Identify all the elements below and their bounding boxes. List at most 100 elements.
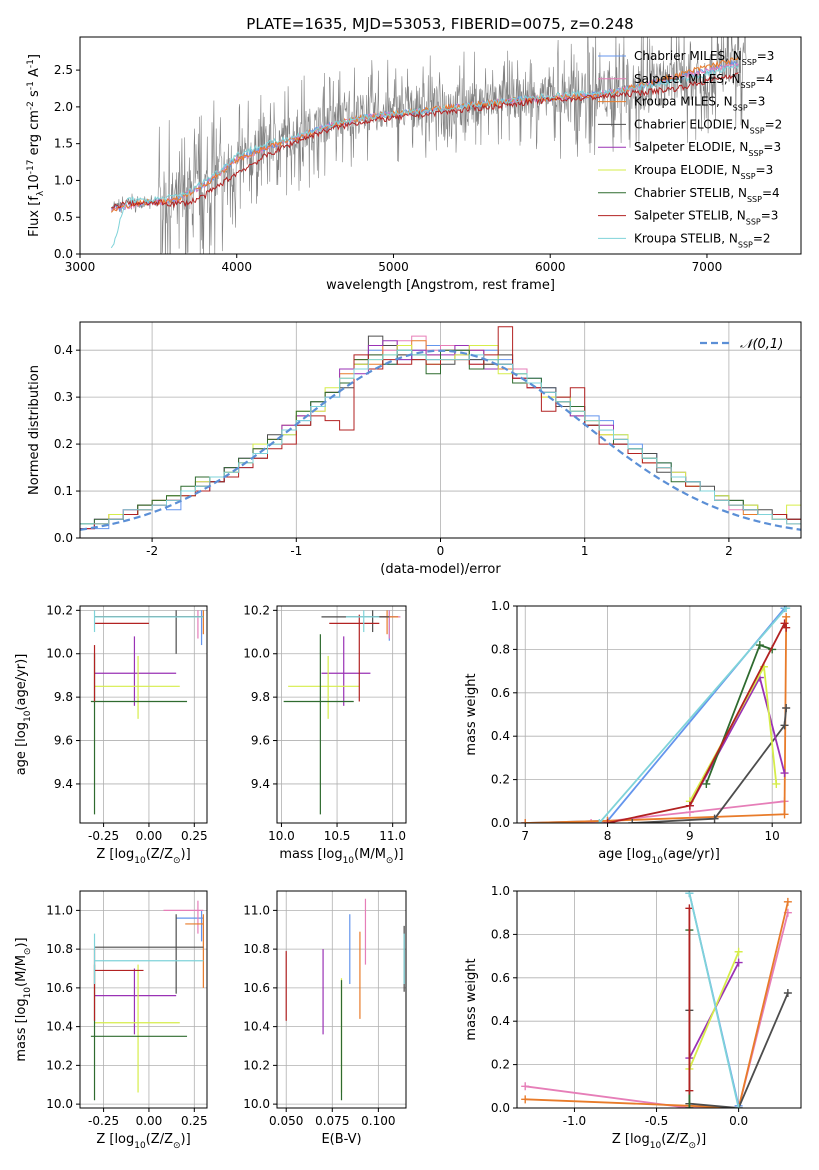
model-series-line: [110, 64, 739, 249]
x-tick-label: 0.25: [181, 1114, 208, 1128]
panel-0: 3000 4000 5000 6000 7000 0.0 0.5 1.0 1.5 2.0 2.5 wa…: [26, 36, 802, 293]
axes-frame: [79, 36, 802, 255]
y-tick-label: 10.0: [243, 647, 270, 661]
data-point-marker: [685, 891, 694, 898]
data-point-marker: [628, 819, 637, 823]
y-tick-label: 0.4: [491, 1014, 510, 1028]
x-tick-label: 6000: [535, 260, 566, 274]
mass-weight-line: [632, 707, 788, 823]
y-tick-label: 10.0: [46, 1097, 73, 1111]
y-tick-label: 0.6: [491, 686, 510, 700]
y-tick-label: 10.2: [243, 1058, 270, 1072]
data-point-marker: [783, 988, 792, 997]
legend-label: Kroupa STELIB, NSSP=2: [634, 231, 771, 249]
data-point-marker: [734, 958, 743, 967]
data-point-marker: [595, 819, 604, 823]
x-axis-label: Z [log10(Z/Z⊙)]: [96, 847, 190, 866]
x-axis-label: E(B-V): [321, 1132, 361, 1147]
legend: Chabrier MILES, NSSP=3 Salpeter MILES, NS…: [598, 49, 782, 249]
y-tick-label: 10.2: [46, 1058, 73, 1072]
y-tick-label: 0.0: [491, 1101, 510, 1115]
x-axis-label: mass [log10(M/M⊙)]: [279, 847, 403, 866]
x-tick-label: 8: [604, 829, 612, 843]
model-series-line: [111, 72, 739, 209]
y-tick-label: 0.2: [491, 1058, 510, 1072]
data-point-marker: [772, 779, 781, 788]
x-tick-label: -1: [290, 544, 302, 558]
gaussian-curve: [80, 349, 801, 531]
plot-area: [80, 326, 801, 538]
x-tick-label: 10: [765, 829, 780, 843]
y-tick-label: 1.0: [491, 884, 510, 898]
y-tick-label: 9.4: [54, 777, 73, 791]
y-tick-label: 0.2: [491, 773, 510, 787]
data-point-marker: [782, 703, 791, 712]
y-tick-label: 0.8: [491, 642, 510, 656]
data-point-marker: [521, 1095, 530, 1104]
y-tick-label: 0.6: [491, 971, 510, 985]
y-tick-label: 10.4: [243, 1020, 270, 1034]
axes-frame: [79, 605, 208, 824]
x-tick-label: 2: [725, 544, 733, 558]
y-tick-label: 10.2: [243, 603, 270, 617]
data-point-marker: [734, 947, 743, 956]
legend-label: Salpeter STELIB, NSSP=3: [634, 209, 778, 227]
x-tick-label: -0.25: [88, 829, 119, 843]
y-axis-label: mass weight: [464, 673, 479, 755]
y-axis-label: age [log10(age/yr)]: [14, 654, 33, 776]
panel-6: 0.050 0.075 0.100 10.0 10.2 10.4 10.6 10.8 11.0 E…: [243, 890, 407, 1147]
plot-area: [285, 898, 405, 1101]
x-tick-label: 1: [581, 544, 589, 558]
y-tick-label: 9.8: [251, 690, 270, 704]
data-point-marker: [780, 810, 789, 819]
plot-area: [283, 610, 401, 815]
data-point-marker: [587, 819, 596, 823]
y-axis-label: mass [log10(M/M⊙)]: [14, 937, 33, 1061]
mass-weight-line: [607, 621, 788, 823]
panel-4: 7 8 9 10 0.0 0.2 0.4 0.6 0.8 1.0 age [log10(age/yr…: [464, 599, 802, 866]
y-tick-label: 10.6: [46, 981, 73, 995]
x-tick-label: 0.25: [181, 829, 208, 843]
axes-frame: [276, 605, 407, 824]
legend-label: Salpeter ELODIE, NSSP=3: [634, 140, 781, 158]
x-tick-label: 11.0: [379, 829, 406, 843]
y-tick-label: 0.8: [491, 927, 510, 941]
y-tick-label: 1.0: [491, 599, 510, 613]
x-tick-label: 7000: [692, 260, 723, 274]
data-point-marker: [780, 721, 789, 730]
x-tick-label: 0.0: [729, 1114, 748, 1128]
y-tick-label: 0.5: [54, 210, 73, 224]
y-tick-label: 11.0: [46, 903, 73, 917]
x-tick-label: -0.5: [645, 1114, 668, 1128]
x-axis-label: (data-model)/error: [380, 562, 501, 577]
plot-area: [521, 891, 792, 1108]
y-tick-label: 2.5: [54, 63, 73, 77]
x-axis-label: Z [log10(Z/Z⊙)]: [612, 1132, 706, 1151]
plot-area: [90, 610, 204, 815]
data-point-marker: [782, 623, 791, 632]
legend-label: Chabrier STELIB, NSSP=4: [634, 186, 780, 204]
mass-weight-line: [688, 951, 740, 1070]
x-tick-label: -1.0: [563, 1114, 586, 1128]
y-tick-label: 10.2: [46, 603, 73, 617]
legend-label: Kroupa ELODIE, NSSP=3: [634, 163, 773, 181]
y-tick-label: 0.0: [491, 816, 510, 830]
y-tick-label: 0.1: [54, 484, 73, 498]
y-tick-label: 0.4: [491, 729, 510, 743]
panel-3: 10.0 10.5 11.0 9.4 9.6 9.8 10.0 10.2 mass [log10…: [243, 603, 407, 866]
y-tick-label: 9.6: [54, 734, 73, 748]
panel-1: -2 -1 0 1 2 0.0 0.1 0.2 0.3 0.4 (data-model)/error…: [27, 321, 802, 577]
mass-weight-line: [525, 901, 789, 1108]
data-point-marker: [780, 619, 789, 628]
x-tick-label: 0.00: [136, 829, 163, 843]
legend-label: Chabrier ELODIE, NSSP=2: [634, 117, 782, 135]
legend: 𝒩(0,1): [700, 337, 783, 352]
data-point-marker: [685, 1104, 694, 1108]
legend-label: Salpeter MILES, NSSP=4: [634, 72, 773, 90]
axes-frame: [516, 890, 802, 1109]
panel-5: -0.25 0.00 0.25 10.0 10.2 10.4 10.6 10.8 11.0 Z […: [14, 890, 208, 1151]
y-tick-label: 0.0: [54, 247, 73, 261]
data-point-marker: [685, 801, 694, 810]
mass-weight-line: [525, 912, 789, 1108]
